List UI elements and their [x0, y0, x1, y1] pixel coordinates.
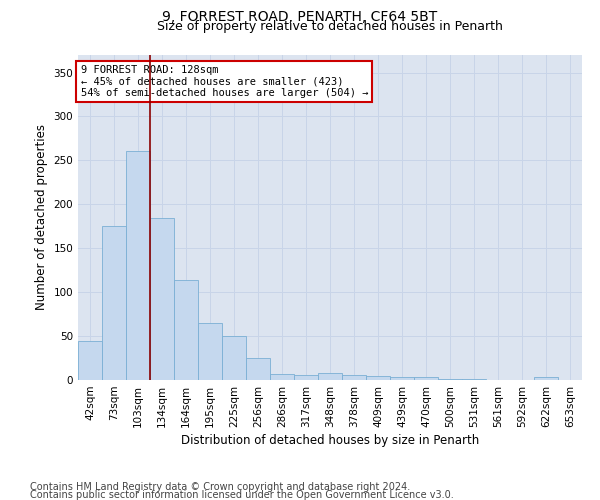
Text: Contains HM Land Registry data © Crown copyright and database right 2024.: Contains HM Land Registry data © Crown c… — [30, 482, 410, 492]
Bar — [390, 378, 414, 380]
Bar — [534, 378, 558, 380]
Bar — [294, 374, 318, 380]
Y-axis label: Number of detached properties: Number of detached properties — [35, 124, 48, 310]
Bar — [246, 358, 270, 380]
Bar — [174, 280, 198, 380]
Bar — [366, 376, 390, 380]
Text: Contains public sector information licensed under the Open Government Licence v3: Contains public sector information licen… — [30, 490, 454, 500]
Bar — [270, 374, 294, 380]
Bar — [342, 374, 366, 380]
Bar — [78, 342, 102, 380]
X-axis label: Distribution of detached houses by size in Penarth: Distribution of detached houses by size … — [181, 434, 479, 447]
Bar — [318, 373, 342, 380]
Bar — [414, 378, 438, 380]
Text: 9, FORREST ROAD, PENARTH, CF64 5BT: 9, FORREST ROAD, PENARTH, CF64 5BT — [163, 10, 437, 24]
Bar — [438, 379, 462, 380]
Bar — [222, 336, 246, 380]
Title: Size of property relative to detached houses in Penarth: Size of property relative to detached ho… — [157, 20, 503, 33]
Bar — [102, 226, 126, 380]
Text: 9 FORREST ROAD: 128sqm
← 45% of detached houses are smaller (423)
54% of semi-de: 9 FORREST ROAD: 128sqm ← 45% of detached… — [80, 64, 368, 98]
Bar — [462, 379, 486, 380]
Bar — [150, 218, 174, 380]
Bar — [198, 323, 222, 380]
Bar — [126, 150, 150, 380]
